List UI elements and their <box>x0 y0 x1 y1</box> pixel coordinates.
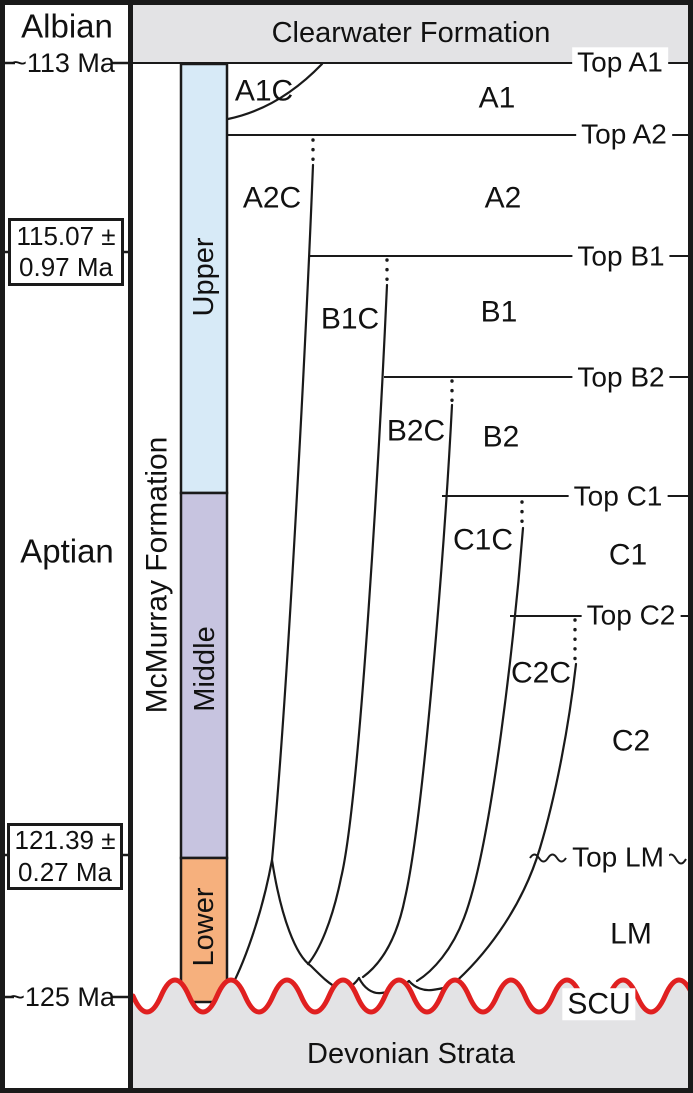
a1c-curve <box>226 62 324 121</box>
channel-a2c-label: A2C <box>242 181 302 215</box>
c2c-curve <box>449 662 578 988</box>
member-middle-label: Middle <box>188 626 221 712</box>
unit-a2-label: A2 <box>484 181 522 215</box>
top-c2-label: Top C2 <box>581 600 681 630</box>
unit-c1-label: C1 <box>608 538 648 572</box>
unit-lm-label: LM <box>610 917 652 951</box>
a2c-curve <box>226 163 315 995</box>
age-113ma: ~113 Ma <box>11 47 115 78</box>
devonian-strata-fill <box>133 980 693 1090</box>
dotted-connectors <box>311 138 577 664</box>
channel-b1c-label: B1C <box>320 302 380 336</box>
unit-c2-label: C2 <box>611 724 651 758</box>
mcmurray-formation-label: McMurray Formation <box>140 436 174 714</box>
age-125ma: ~125 Ma <box>9 981 115 1012</box>
stage-albian: Albian <box>21 7 113 45</box>
a2c-scour-curve <box>270 858 361 990</box>
top-a2-label: Top A2 <box>576 119 672 149</box>
stage-aptian: Aptian <box>20 532 114 570</box>
top-c1-label: Top C1 <box>568 481 668 511</box>
lower-member-column <box>179 856 229 1004</box>
member-upper-label: Upper <box>187 237 220 317</box>
b1c-curve <box>306 283 389 966</box>
b2c-curve <box>361 403 454 979</box>
top-lm-wavy-left <box>529 853 567 863</box>
clearwater-formation-label: Clearwater Formation <box>271 16 551 49</box>
channel-c1c-label: C1C <box>452 523 514 557</box>
unit-b1-label: B1 <box>480 295 518 329</box>
unit-b2-label: B2 <box>482 420 520 454</box>
top-b1-label: Top B1 <box>572 241 670 271</box>
top-lm-wavy-right <box>665 853 687 865</box>
scu-label: SCU <box>562 988 636 1020</box>
unit-a1-label: A1 <box>478 81 516 115</box>
channel-b2c-label: B2C <box>386 414 446 448</box>
dated-age-121-line2: 0.27 Ma <box>18 856 112 887</box>
devonian-strata-label: Devonian Strata <box>307 1037 515 1070</box>
channel-c2c-label: C2C <box>510 656 572 690</box>
dated-age-115: 115.07 ± 0.97 Ma <box>8 218 124 286</box>
member-lower-label: Lower <box>187 887 220 967</box>
upper-member-column <box>179 62 229 495</box>
top-a1-label: Top A1 <box>572 47 668 77</box>
dated-age-115-line1: 115.07 ± <box>16 220 116 251</box>
top-b2-label: Top B2 <box>572 362 670 392</box>
channel-a1c-label: A1C <box>234 74 294 108</box>
dated-age-121: 121.39 ± 0.27 Ma <box>7 823 123 890</box>
dated-age-121-line1: 121.39 ± <box>14 825 116 856</box>
dated-age-115-line2: 0.97 Ma <box>19 252 113 282</box>
top-lm-label: Top LM <box>567 842 669 872</box>
c1c-curve <box>415 526 525 983</box>
middle-member-column <box>179 491 229 860</box>
